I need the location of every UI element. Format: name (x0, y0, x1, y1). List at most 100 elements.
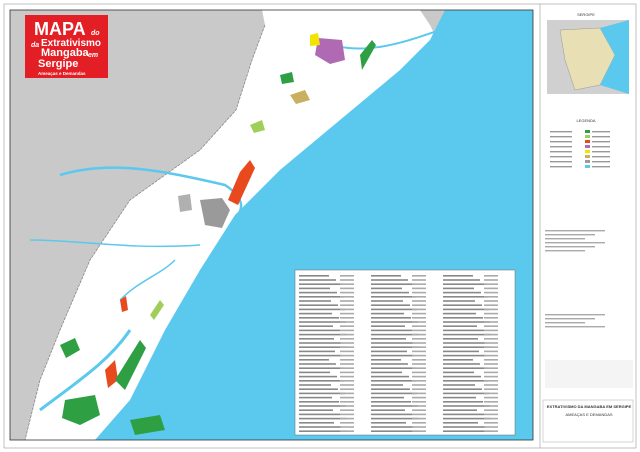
table-cell (412, 321, 426, 323)
legend-label (592, 141, 610, 143)
table-cell (412, 329, 426, 332)
table-row (371, 350, 407, 353)
table-cell (484, 367, 498, 369)
table-cell (412, 392, 426, 395)
table-row (299, 405, 346, 407)
legend-label (550, 146, 572, 148)
table-row (443, 296, 488, 298)
table-row (299, 312, 332, 315)
table-row (443, 338, 478, 340)
table-row (299, 388, 338, 390)
table-row (371, 371, 402, 374)
note-line (545, 230, 605, 232)
table-cell (484, 363, 498, 365)
table-row (299, 430, 348, 432)
table-row (371, 325, 405, 327)
note-line (545, 246, 595, 248)
table-row (443, 333, 491, 336)
table-cell (412, 296, 426, 298)
title-box (25, 15, 108, 78)
green-area (280, 72, 294, 84)
light-green-area (250, 120, 265, 133)
river (39, 329, 132, 412)
table-cell (412, 279, 426, 281)
table-row (371, 405, 418, 407)
table-row (299, 384, 331, 386)
table-row (371, 304, 410, 306)
table-cell (340, 367, 354, 369)
side-panel: SERGIPE LEGENDA EXTRATIVISMO DA MANGABA … (539, 4, 634, 448)
table-row (443, 275, 473, 277)
table-row (299, 300, 331, 302)
neighbor-land (10, 10, 265, 440)
footer-box (542, 399, 634, 443)
table-cell (340, 283, 354, 285)
table-cell (340, 354, 354, 357)
title-line: Mangaba (41, 47, 90, 59)
table-cell (484, 300, 498, 302)
table-row (443, 317, 483, 319)
table-cell (340, 384, 354, 386)
table-row (299, 392, 345, 395)
table-cell (412, 388, 426, 390)
table-cell (484, 354, 498, 357)
table-cell (484, 384, 498, 386)
table-row (299, 417, 347, 420)
note-line (545, 238, 585, 240)
table-row (299, 283, 343, 285)
legend-label (592, 151, 610, 153)
table-row (299, 375, 337, 378)
table-cell (484, 388, 498, 390)
table-row (371, 430, 420, 432)
legend-label (592, 146, 610, 148)
table-row (371, 321, 418, 323)
table-row (371, 388, 410, 390)
title-word: do (91, 30, 100, 37)
table-cell (484, 359, 498, 361)
legend-swatch (585, 155, 590, 158)
table-cell (340, 279, 354, 281)
table-cell (340, 371, 354, 374)
table-row (443, 359, 473, 361)
table-cell (484, 308, 498, 311)
table-row (371, 401, 411, 403)
table-cell (484, 304, 498, 306)
table-row (443, 413, 484, 416)
table-row (443, 417, 491, 420)
inset-title: SERGIPE (577, 12, 595, 17)
table-row (299, 426, 341, 428)
table-cell (412, 342, 426, 344)
table-row (443, 430, 492, 432)
river (119, 259, 176, 301)
green-area (62, 395, 100, 425)
table-cell (340, 275, 354, 277)
table-row (371, 291, 409, 294)
table-row (371, 333, 419, 336)
sheet-border (3, 3, 637, 449)
brown-area (290, 90, 310, 104)
table-cell (340, 321, 354, 323)
table-cell (484, 279, 498, 281)
footer-title: EXTRATIVISMO DA MANGABA EM SERGIPE (547, 404, 632, 409)
inset-ocean (600, 20, 629, 94)
table-row (443, 291, 481, 294)
table-cell (340, 388, 354, 390)
table-cell (412, 384, 426, 386)
table-cell (340, 422, 354, 424)
table-row (371, 275, 401, 277)
table-cell (412, 413, 426, 416)
table-row (443, 300, 475, 302)
red-area (228, 160, 255, 205)
table-cell (484, 401, 498, 403)
note-line (545, 242, 605, 244)
table-cell (340, 392, 354, 395)
table-cell (340, 405, 354, 407)
table-row (299, 363, 336, 365)
note-line (545, 318, 595, 320)
urban-area (178, 194, 192, 212)
table-cell (412, 308, 426, 311)
table-row (371, 359, 401, 361)
table-cell (412, 371, 426, 374)
table-row (299, 380, 344, 382)
table-cell (412, 401, 426, 403)
